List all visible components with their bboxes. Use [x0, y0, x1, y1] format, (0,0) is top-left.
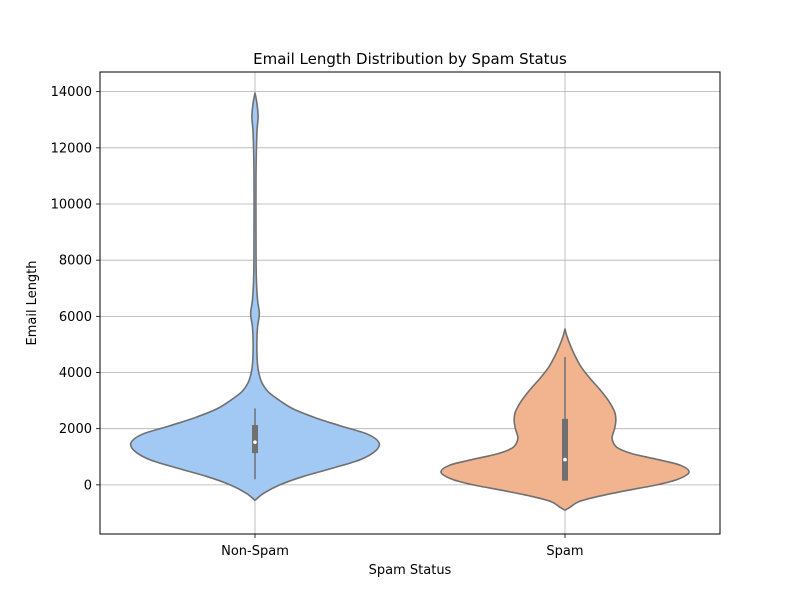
plot-frame	[99, 71, 721, 535]
x-tick-label: Spam	[546, 544, 583, 559]
violin-median-dot	[253, 440, 257, 444]
violin-iqr-box	[252, 425, 258, 454]
y-tick-label: 12000	[51, 141, 92, 156]
y-tick-label: 6000	[59, 310, 92, 325]
y-tick-label: 14000	[51, 85, 92, 100]
chart-title: Email Length Distribution by Spam Status	[253, 50, 567, 68]
y-tick-label: 4000	[59, 366, 92, 381]
violin-median-dot	[563, 457, 567, 462]
y-tick-label: 10000	[51, 198, 92, 213]
violin-non-spam	[129, 92, 381, 502]
y-axis-title: Email Length	[25, 260, 40, 345]
x-axis-title: Spam Status	[369, 563, 452, 578]
y-tick-label: 8000	[59, 254, 92, 269]
x-tick-label: Non-Spam	[221, 544, 289, 559]
violins	[129, 92, 690, 511]
y-tick-label: 0	[84, 478, 92, 493]
axis-ticks: 0 2000 4000 6000 8000 10000 12000 14000 Non-Spam…	[51, 85, 584, 559]
y-tick-label: 2000	[59, 422, 92, 437]
violin-iqr-box	[562, 418, 568, 481]
